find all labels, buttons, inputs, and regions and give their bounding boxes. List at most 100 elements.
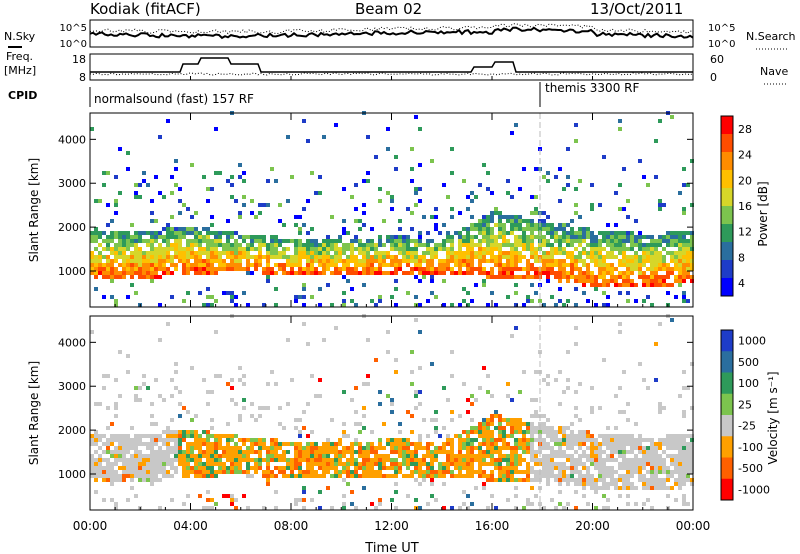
colorbar-segment bbox=[721, 436, 733, 458]
velocity-cell bbox=[558, 454, 562, 458]
velocity-cell bbox=[550, 462, 554, 466]
power-cell bbox=[390, 295, 394, 299]
power-cell bbox=[690, 203, 694, 207]
colorbar-tick-label: -25 bbox=[738, 420, 756, 433]
velocity-cell bbox=[514, 326, 518, 330]
power-cell bbox=[182, 231, 186, 235]
velocity-cell bbox=[370, 450, 374, 454]
power-cell bbox=[310, 239, 314, 243]
power-cell bbox=[270, 235, 274, 239]
power-cell bbox=[226, 179, 230, 183]
velocity-cell bbox=[254, 458, 258, 462]
velocity-cell bbox=[178, 458, 182, 462]
power-cell bbox=[618, 291, 622, 295]
velocity-cell bbox=[626, 478, 630, 482]
power-cell bbox=[350, 247, 354, 251]
velocity-cell bbox=[530, 470, 534, 474]
velocity-cell bbox=[486, 474, 490, 478]
power-cell bbox=[102, 263, 106, 267]
power-cell bbox=[586, 271, 590, 275]
velocity-cell bbox=[590, 482, 594, 486]
power-cell bbox=[446, 231, 450, 235]
power-cell bbox=[390, 243, 394, 247]
velocity-cell bbox=[634, 454, 638, 458]
velocity-cell bbox=[510, 466, 514, 470]
velocity-cell bbox=[506, 418, 510, 422]
velocity-cell bbox=[478, 462, 482, 466]
power-cell bbox=[162, 267, 166, 271]
power-cell bbox=[446, 239, 450, 243]
power-cell bbox=[310, 247, 314, 251]
velocity-cell bbox=[118, 466, 122, 470]
power-cell bbox=[110, 275, 114, 279]
power-cell bbox=[530, 219, 534, 223]
power-cell bbox=[646, 267, 650, 271]
velocity-cell bbox=[226, 434, 230, 438]
power-cell bbox=[450, 251, 454, 255]
velocity-cell bbox=[98, 462, 102, 466]
velocity-cell bbox=[618, 466, 622, 470]
velocity-cell bbox=[106, 478, 110, 482]
velocity-cell bbox=[98, 446, 102, 450]
power-cell bbox=[426, 263, 430, 267]
velocity-cell bbox=[458, 450, 462, 454]
power-cell bbox=[242, 239, 246, 243]
velocity-cell bbox=[666, 486, 670, 490]
velocity-ylabel: Slant Range [km] bbox=[27, 361, 41, 465]
power-cell bbox=[202, 239, 206, 243]
power-cell bbox=[350, 243, 354, 247]
power-cell bbox=[274, 247, 278, 251]
power-cell bbox=[150, 211, 154, 215]
velocity-cell bbox=[350, 470, 354, 474]
power-cell bbox=[502, 235, 506, 239]
velocity-cell bbox=[606, 438, 610, 442]
power-cell bbox=[542, 267, 546, 271]
velocity-cell bbox=[670, 470, 674, 474]
power-cell bbox=[290, 175, 294, 179]
power-cell bbox=[502, 227, 506, 231]
power-cell bbox=[498, 259, 502, 263]
velocity-cell bbox=[346, 470, 350, 474]
velocity-cell bbox=[522, 370, 526, 374]
velocity-cell bbox=[386, 442, 390, 446]
velocity-cell bbox=[262, 406, 266, 410]
velocity-cell bbox=[230, 470, 234, 474]
velocity-cell bbox=[206, 446, 210, 450]
power-cell bbox=[306, 267, 310, 271]
velocity-cell bbox=[98, 470, 102, 474]
power-cell bbox=[682, 263, 686, 267]
velocity-cell bbox=[646, 470, 650, 474]
velocity-cell bbox=[470, 502, 474, 506]
velocity-cell bbox=[154, 438, 158, 442]
velocity-cell bbox=[626, 474, 630, 478]
velocity-cell bbox=[254, 438, 258, 442]
velocity-cell bbox=[122, 446, 126, 450]
velocity-cell bbox=[486, 450, 490, 454]
velocity-cell bbox=[530, 398, 534, 402]
power-cell bbox=[206, 267, 210, 271]
velocity-cell bbox=[522, 422, 526, 426]
power-cell bbox=[434, 207, 438, 211]
power-cell bbox=[602, 231, 606, 235]
power-cell bbox=[646, 255, 650, 259]
power-cell bbox=[162, 255, 166, 259]
velocity-cell bbox=[394, 450, 398, 454]
velocity-cell bbox=[466, 470, 470, 474]
velocity-cell bbox=[638, 478, 642, 482]
velocity-cell bbox=[286, 466, 290, 470]
velocity-cell bbox=[302, 486, 306, 490]
power-cell bbox=[618, 231, 622, 235]
power-cell bbox=[578, 271, 582, 275]
velocity-cell bbox=[514, 506, 518, 510]
velocity-cell bbox=[590, 458, 594, 462]
velocity-cell bbox=[614, 486, 618, 490]
power-cell bbox=[414, 267, 418, 271]
velocity-cell bbox=[362, 474, 366, 478]
velocity-cell bbox=[498, 478, 502, 482]
velocity-cell bbox=[214, 446, 218, 450]
velocity-cell bbox=[394, 474, 398, 478]
power-cell bbox=[278, 243, 282, 247]
velocity-cell bbox=[670, 442, 674, 446]
power-cell bbox=[554, 239, 558, 243]
power-cell bbox=[654, 283, 658, 287]
